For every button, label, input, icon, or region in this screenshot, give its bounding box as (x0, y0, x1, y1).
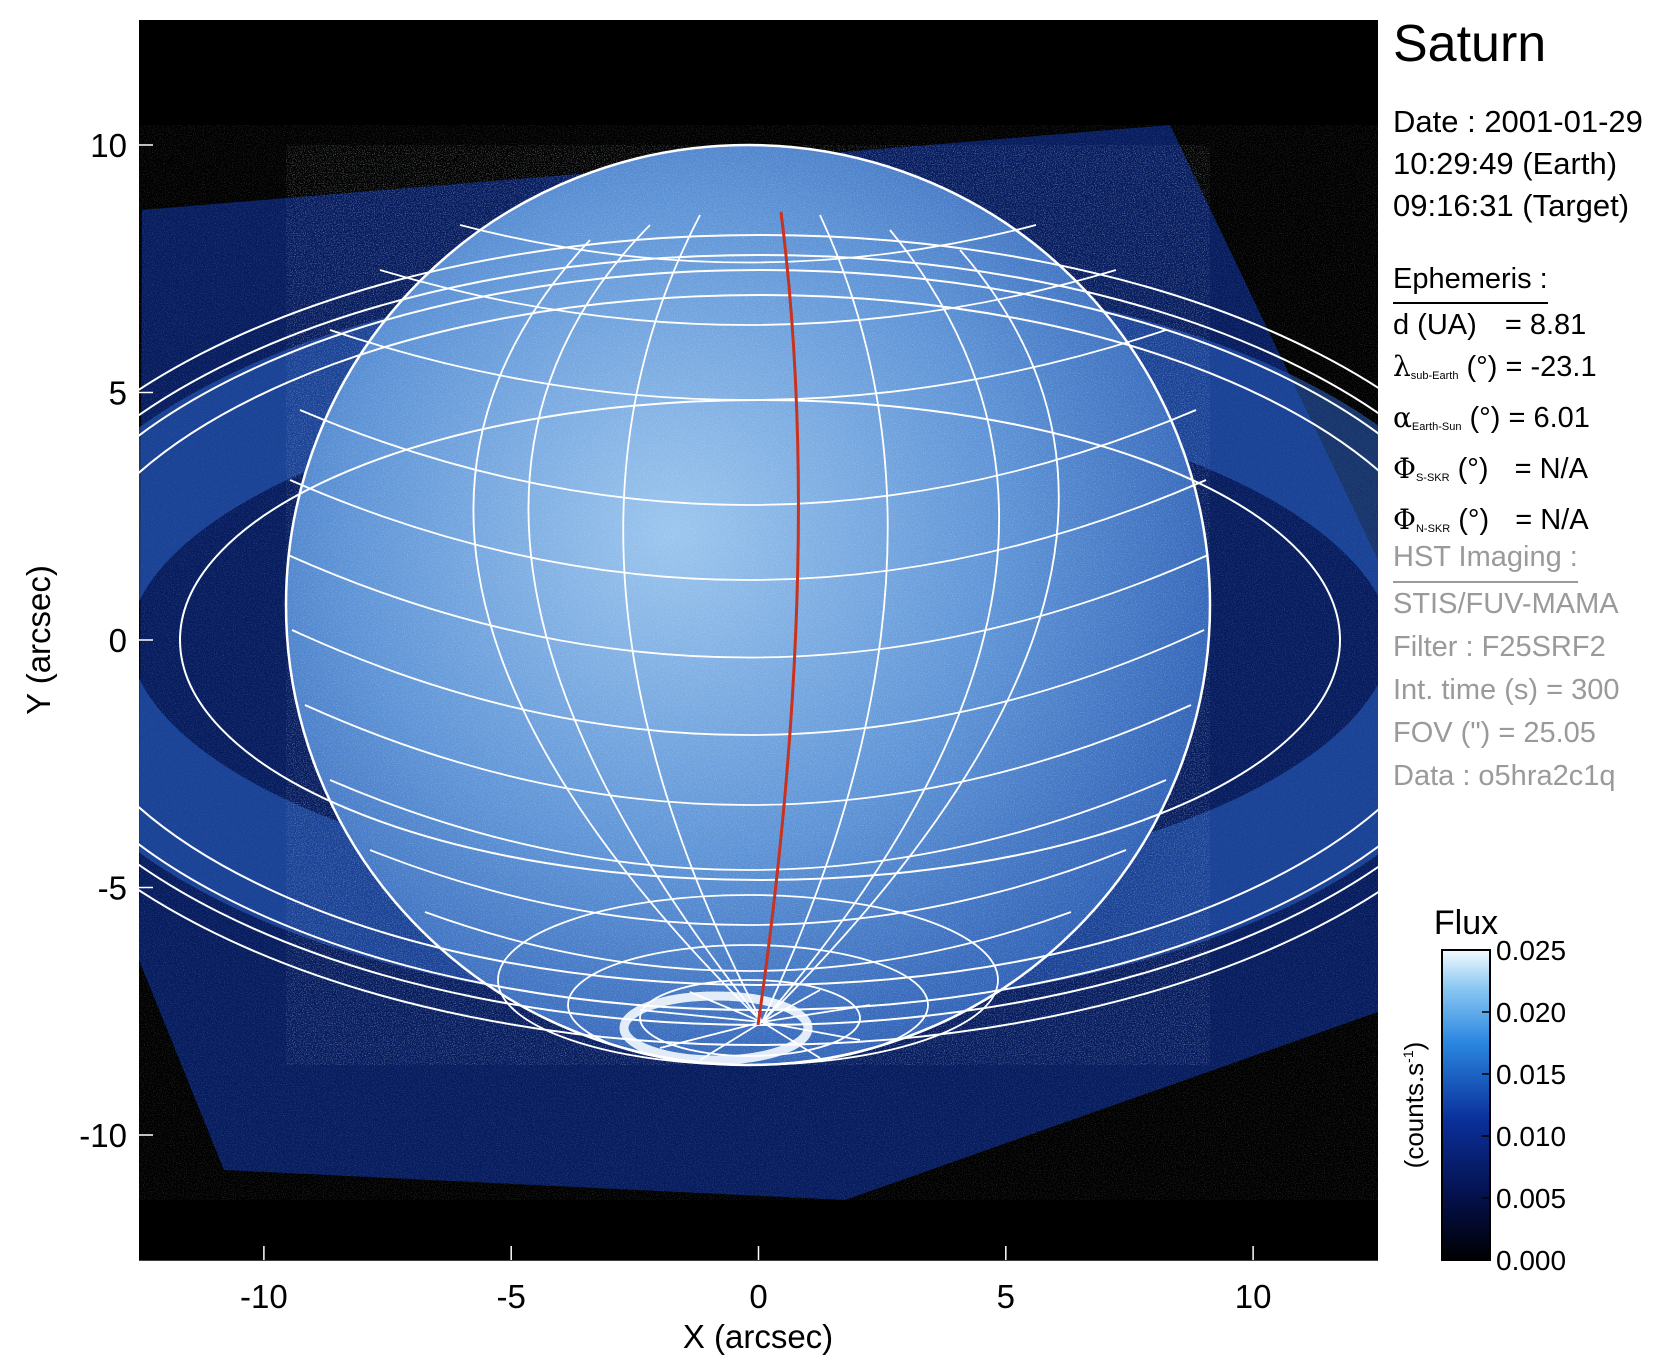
latitude-line (424, 911, 1072, 972)
longitude-line (761, 249, 1060, 1023)
latitude-line (291, 629, 1205, 736)
latitude-line (379, 269, 1117, 326)
ephemeris-value: = 8.81 (1496, 309, 1587, 341)
x-axis-label: X (arcsec) (683, 1318, 833, 1355)
colorbar-tick-label: 0.020 (1496, 997, 1566, 1028)
ephemeris-rows: d (UA) = 8.81 λsub-Earth (°) = -23.1 αEart… (1393, 304, 1597, 550)
ephemeris-subscript: N-SKR (1415, 523, 1451, 535)
latitude-line (369, 849, 1127, 926)
colorbar: Flux 0.000 0.005 0.010 0.015 0.020 0.025 (cou… (1399, 904, 1566, 1276)
auroral-oval (619, 991, 813, 1065)
planet-title: Saturn (1393, 15, 1547, 73)
longitude-line (527, 224, 763, 1023)
ephemeris-value: = -23.1 (1497, 351, 1597, 383)
ephemeris-subscript: S-SKR (1415, 472, 1450, 484)
imaging-int-time: Int. time (s) = 300 (1393, 674, 1620, 706)
imaging-filter: Filter : F25SRF2 (1393, 631, 1606, 663)
observation-date: Date : 2001-01-29 (1393, 104, 1643, 139)
ephemeris-symbol: Φ (1393, 452, 1416, 485)
ephemeris-row: ΦN-SKR (°) = N/A (1393, 499, 1597, 550)
imaging-heading: HST Imaging : (1393, 536, 1578, 583)
ephemeris-block: Ephemeris : d (UA) = 8.81 λsub-Earth (°) … (1393, 258, 1597, 550)
ephemeris-symbol: λ (1393, 350, 1411, 383)
longitude-line (639, 989, 871, 1061)
colorbar-tick-label: 0.025 (1496, 935, 1566, 966)
latitude-line (329, 329, 1167, 401)
latitude-line (299, 409, 1197, 506)
y-tick-label: 10 (90, 127, 127, 164)
ephemeris-symbol: α (1393, 401, 1412, 434)
y-tick-label: 0 (109, 622, 127, 659)
x-tick-label: 0 (749, 1278, 767, 1315)
y-tick-label: -10 (79, 1117, 127, 1154)
ephemeris-row: ΦS-SKR (°) = N/A (1393, 448, 1597, 499)
ephemeris-subscript: Earth-Sun (1411, 421, 1462, 433)
y-axis-ticks: -10 -5 0 5 10 (79, 127, 153, 1154)
x-tick-label: 5 (997, 1278, 1015, 1315)
longitude-line (622, 214, 763, 1023)
ephemeris-symbol: Φ (1393, 503, 1416, 536)
ephemeris-value: = 6.01 (1500, 402, 1590, 434)
imaging-fov: FOV (") = 25.05 (1393, 717, 1596, 749)
colorbar-tick-label: 0.005 (1496, 1183, 1566, 1214)
ephemeris-value: = N/A (1507, 504, 1589, 536)
imaging-block: HST Imaging : STIS/FUV-MAMA Filter : F25… (1393, 536, 1619, 798)
latitude-line (289, 479, 1207, 581)
y-tick-label: -5 (98, 870, 127, 907)
x-tick-label: 10 (1235, 1278, 1272, 1315)
x-axis-ticks: -10 -5 0 5 10 (240, 1246, 1271, 1315)
ephemeris-label: d (UA) (1393, 309, 1477, 341)
colorbar-gradient (1441, 949, 1491, 1261)
ring-ellipse (139, 294, 1378, 986)
colorbar-unit-label: (counts.s-1) (1399, 1042, 1429, 1169)
observation-time-target: 09:16:31 (Target) (1393, 188, 1630, 223)
x-tick-label: -5 (497, 1278, 526, 1315)
latitude-longitude-grid (284, 143, 1212, 1067)
latitude-line (329, 779, 1167, 871)
latitude-line (304, 704, 1192, 806)
x-tick-label: -10 (240, 1278, 288, 1315)
colorbar-ticks: 0.000 0.005 0.010 0.015 0.020 0.025 (1482, 935, 1566, 1276)
ring-ellipse (139, 254, 1378, 1026)
ephemeris-row: λsub-Earth (°) = -23.1 (1393, 346, 1597, 397)
latitude-circle (567, 944, 929, 1066)
ephemeris-value: = N/A (1506, 453, 1588, 485)
latitude-line (459, 224, 1037, 264)
colorbar-title: Flux (1434, 904, 1498, 942)
latitude-line (287, 554, 1209, 659)
ephemeris-unit: (°) (1450, 504, 1490, 536)
ephemeris-unit: (°) (1449, 453, 1489, 485)
longitude-line (472, 239, 763, 1023)
image-panel (139, 20, 1378, 1260)
y-axis-label: Y (arcsec) (20, 565, 57, 715)
longitude-line (761, 214, 889, 1023)
ephemeris-unit: (°) (1458, 351, 1498, 383)
colorbar-tick-label: 0.015 (1496, 1059, 1566, 1090)
colorbar-tick-label: 0.010 (1496, 1121, 1566, 1152)
observation-times: Date : 2001-01-29 10:29:49 (Earth) 09:16… (1393, 101, 1643, 227)
longitude-line (761, 229, 1000, 1023)
ephemeris-heading: Ephemeris : (1393, 258, 1548, 304)
ephemeris-row: d (UA) = 8.81 (1393, 304, 1597, 346)
ephemeris-unit: (°) (1461, 402, 1501, 434)
latitude-circle (639, 979, 861, 1057)
imaging-instrument: STIS/FUV-MAMA (1393, 588, 1619, 620)
y-tick-label: 5 (109, 374, 127, 411)
imaging-data-id: Data : o5hra2c1q (1393, 760, 1616, 792)
ephemeris-row: αEarth-Sun (°) = 6.01 (1393, 397, 1597, 448)
central-meridian-line (756, 211, 800, 1026)
ring-ellipse (139, 234, 1378, 1046)
ephemeris-subscript: sub-Earth (1410, 370, 1459, 382)
observation-time-earth: 10:29:49 (Earth) (1393, 146, 1618, 181)
colorbar-tick-label: 0.000 (1496, 1245, 1566, 1276)
